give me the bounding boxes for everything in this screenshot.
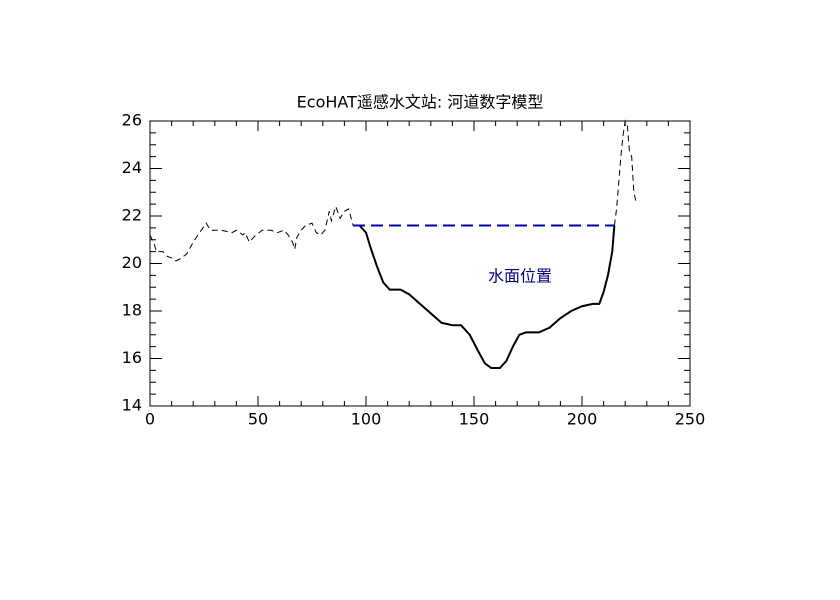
series-line bbox=[149, 204, 354, 262]
x-tick-label: 250 bbox=[675, 410, 706, 429]
x-tick-label: 100 bbox=[351, 410, 382, 429]
annotation: 水面位置 bbox=[488, 267, 552, 286]
y-tick-label: 14 bbox=[122, 396, 142, 415]
y-tick-label: 20 bbox=[122, 253, 142, 272]
y-tick-label: 16 bbox=[122, 348, 142, 367]
x-tick-label: 150 bbox=[459, 410, 490, 429]
chart-title: EcoHAT遥感水文站: 河道数字模型 bbox=[297, 93, 544, 112]
x-tick-label: 50 bbox=[248, 410, 268, 429]
y-tick-label: 24 bbox=[122, 158, 142, 177]
x-tick-label: 200 bbox=[567, 410, 598, 429]
y-tick-label: 18 bbox=[122, 301, 142, 320]
series-line bbox=[353, 224, 616, 369]
plot-frame bbox=[149, 120, 691, 407]
x-tick-label: 0 bbox=[145, 410, 155, 429]
y-tick-label: 26 bbox=[122, 111, 142, 130]
series-line bbox=[613, 119, 637, 226]
y-tick-label: 22 bbox=[122, 206, 142, 225]
